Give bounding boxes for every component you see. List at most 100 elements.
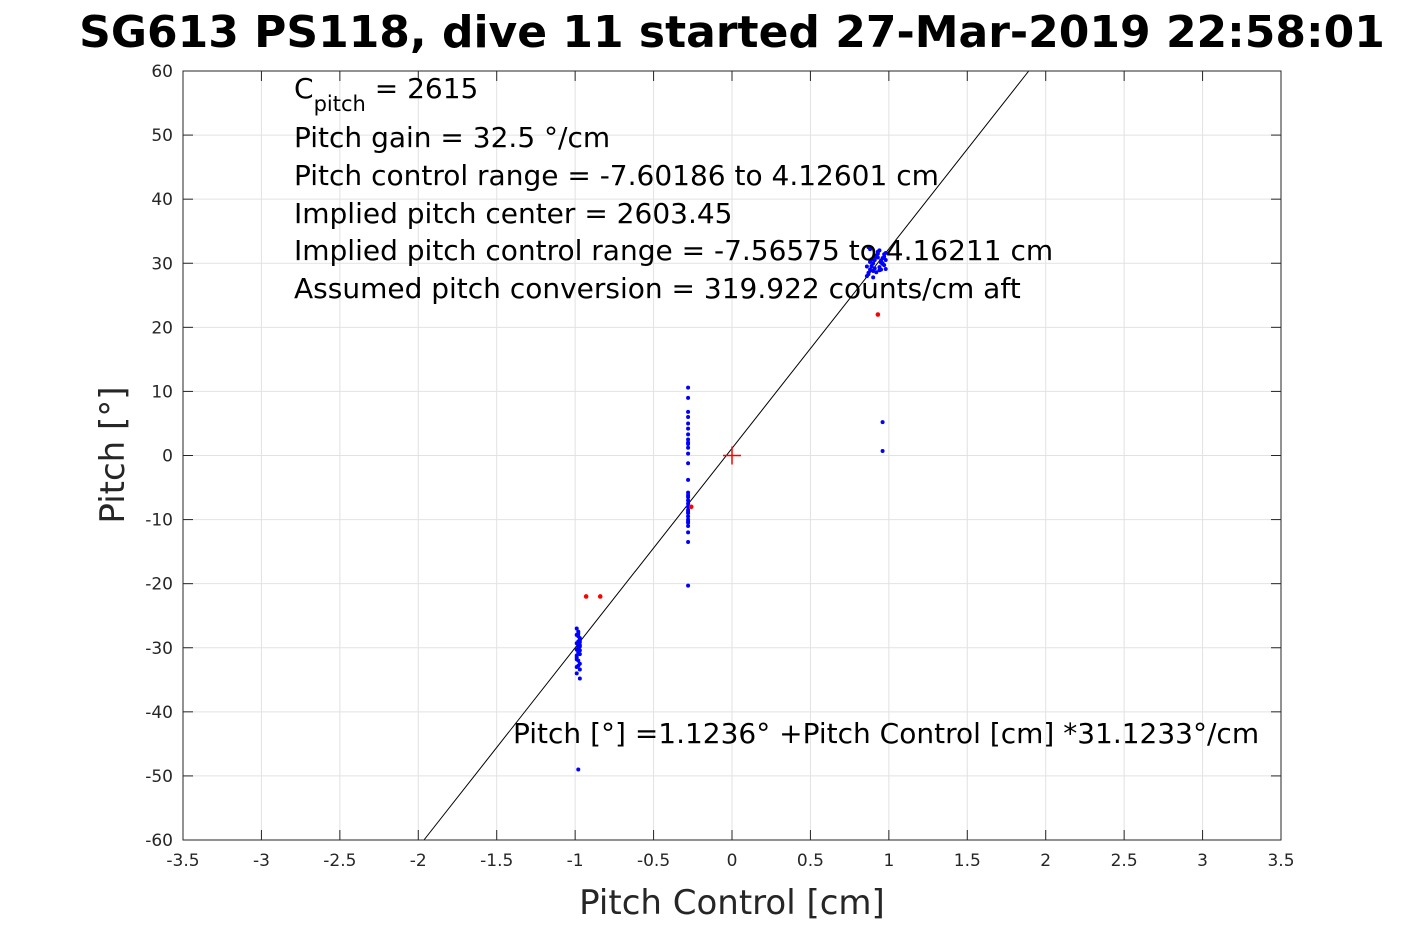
data-point <box>686 426 691 431</box>
data-point-red <box>688 504 694 510</box>
data-point <box>686 530 691 535</box>
data-point <box>686 514 691 519</box>
y-tick-label: 60 <box>151 62 173 82</box>
data-point <box>686 523 691 528</box>
y-tick-label: -40 <box>145 703 173 723</box>
x-tick-label: -1.5 <box>480 851 513 871</box>
y-tick-label: 20 <box>151 318 173 338</box>
data-point <box>686 421 691 426</box>
c-pitch-value: = 2615 <box>366 72 479 105</box>
c-pitch-subscript: pitch <box>314 92 366 116</box>
annotation-implied-range: Implied pitch control range = -7.56575 t… <box>294 234 1053 267</box>
y-tick-label: -50 <box>145 767 173 787</box>
data-point <box>880 261 885 266</box>
annotation-c-pitch: Cpitch = 2615 <box>294 72 478 116</box>
data-point <box>686 385 691 390</box>
data-point <box>686 395 691 400</box>
c-pitch-main: C <box>294 72 314 105</box>
data-point <box>576 767 581 772</box>
annotation-block: Cpitch = 2615 Pitch gain = 32.5 °/cm Pit… <box>294 72 1053 305</box>
data-point-red <box>583 594 589 599</box>
data-point <box>880 449 885 454</box>
data-point <box>576 642 581 647</box>
data-point <box>686 461 691 466</box>
data-point <box>882 252 887 257</box>
data-point <box>686 432 691 437</box>
data-point <box>871 275 876 280</box>
x-tick-label: 0.5 <box>797 851 824 871</box>
data-point <box>875 249 880 254</box>
data-point <box>868 247 873 252</box>
data-point <box>864 264 869 269</box>
y-axis-label: Pitch [°] <box>93 386 133 523</box>
data-point <box>875 255 880 260</box>
y-tick-label: -30 <box>145 639 173 659</box>
annotation-implied-center: Implied pitch center = 2603.45 <box>294 197 732 230</box>
x-tick-label: -0.5 <box>637 851 670 871</box>
x-tick-label: 0 <box>727 851 738 871</box>
x-tick-label: -2.5 <box>323 851 356 871</box>
data-point <box>869 263 874 268</box>
data-point <box>686 409 691 414</box>
center-marker <box>723 446 741 465</box>
y-tick-label: -10 <box>145 511 173 531</box>
x-tick-label: 3 <box>1197 851 1208 871</box>
data-point <box>686 445 691 450</box>
data-point <box>879 258 884 263</box>
data-point <box>686 477 691 482</box>
data-point <box>686 583 691 588</box>
y-tick-label: 30 <box>151 254 173 274</box>
x-tick-label: 2.5 <box>1111 851 1138 871</box>
data-point <box>872 258 877 263</box>
y-tick-label: 50 <box>151 126 173 146</box>
data-point <box>574 653 579 658</box>
data-point <box>577 676 582 681</box>
x-tick-label: 1.5 <box>954 851 981 871</box>
data-point <box>574 626 579 631</box>
x-axis-label: Pitch Control [cm] <box>579 883 885 923</box>
data-point <box>686 437 691 442</box>
y-tick-label: 10 <box>151 382 173 402</box>
annotation-assumed-conversion: Assumed pitch conversion = 319.922 count… <box>294 272 1021 305</box>
x-tick-label: 3.5 <box>1267 851 1294 871</box>
data-point <box>869 257 874 262</box>
data-point <box>872 254 877 259</box>
data-point <box>686 415 691 420</box>
data-point <box>883 258 888 263</box>
data-point-red <box>597 594 603 599</box>
data-point-red <box>875 312 881 317</box>
data-point <box>872 266 877 271</box>
chart-title: SG613 PS118, dive 11 started 27-Mar-2019… <box>79 7 1385 58</box>
x-tick-label: -3 <box>253 851 270 871</box>
y-tick-labels: -60 -50 -40 -30 -20 -10 0 10 20 30 40 50 60 <box>145 62 173 851</box>
data-point <box>686 493 691 498</box>
data-point <box>868 267 873 272</box>
data-point <box>574 671 579 676</box>
data-point <box>576 631 581 636</box>
data-point <box>686 519 691 524</box>
data-point <box>686 451 691 456</box>
data-point <box>686 440 691 445</box>
data-point <box>577 648 582 653</box>
data-point <box>576 663 581 668</box>
y-tick-label: 0 <box>162 447 173 467</box>
data-point <box>877 265 882 270</box>
data-point <box>686 498 691 503</box>
data-point <box>686 501 691 506</box>
data-point <box>577 667 582 672</box>
y-tick-label: -60 <box>145 831 173 851</box>
data-point <box>874 270 879 275</box>
x-tick-label: -1 <box>567 851 584 871</box>
y-tick-label: -20 <box>145 575 173 595</box>
data-point <box>866 272 871 277</box>
fit-equation-label: Pitch [°] =1.1236° +Pitch Control [cm] *… <box>513 717 1259 750</box>
annotation-pitch-control-range: Pitch control range = -7.60186 to 4.1260… <box>294 159 939 192</box>
data-point <box>686 504 691 509</box>
annotation-pitch-gain: Pitch gain = 32.5 °/cm <box>294 121 610 154</box>
data-point <box>686 540 691 545</box>
x-tick-label: -3.5 <box>166 851 199 871</box>
data-point <box>574 657 579 662</box>
x-tick-label: 2 <box>1040 851 1051 871</box>
ticks <box>182 70 1282 841</box>
